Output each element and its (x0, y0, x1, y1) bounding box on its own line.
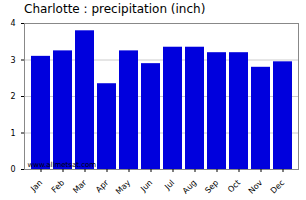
svg-text:1: 1 (10, 129, 15, 138)
svg-text:Sep: Sep (203, 178, 220, 195)
svg-text:Nov: Nov (247, 178, 265, 196)
svg-text:May: May (114, 178, 132, 196)
svg-text:Aug: Aug (181, 178, 198, 195)
svg-text:2: 2 (10, 92, 15, 101)
svg-text:0: 0 (10, 165, 15, 174)
svg-text:Feb: Feb (50, 178, 66, 194)
svg-text:Jun: Jun (138, 178, 154, 194)
svg-text:Jul: Jul (162, 178, 176, 192)
svg-text:Apr: Apr (94, 178, 111, 195)
svg-text:4: 4 (10, 19, 15, 28)
svg-text:Jan: Jan (28, 178, 44, 194)
svg-text:www.allmetsat.com: www.allmetsat.com (28, 161, 97, 169)
svg-text:Dec: Dec (269, 178, 286, 195)
svg-text:Oct: Oct (226, 178, 242, 194)
html-text:Charlotte : precipitation (inc: Charlotte : precipitation (inch) (24, 2, 206, 16)
svg-text:3: 3 (10, 56, 15, 65)
svg-text:Mar: Mar (71, 178, 89, 196)
